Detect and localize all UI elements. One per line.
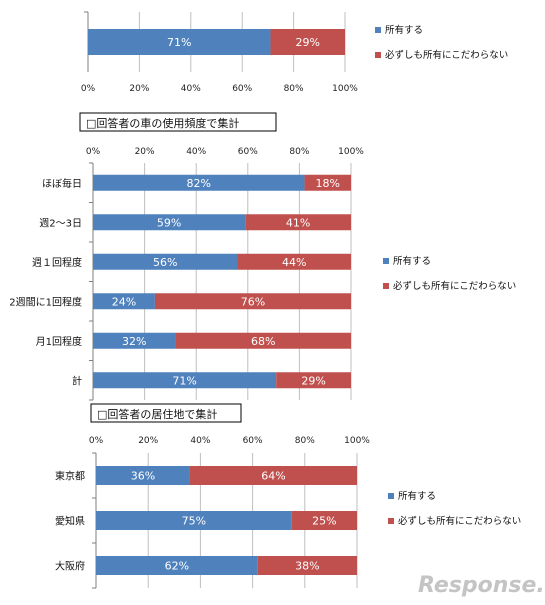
usage-bar-own	[93, 214, 246, 231]
overall-x-tick-label: 40%	[181, 84, 201, 94]
overall-bar-own	[88, 29, 271, 55]
overall-bar-not-particular	[270, 29, 345, 55]
residence-x-tick-label: 80%	[295, 436, 315, 446]
residence-legend-label: 所有する	[398, 490, 436, 502]
residence-data-label: 75%	[182, 515, 206, 528]
usage-data-label: 82%	[187, 177, 211, 190]
residence-category-label: 東京都	[55, 470, 85, 483]
residence-bar-own	[96, 466, 190, 485]
residence-legend-swatch-not-particular	[388, 518, 394, 524]
usage-category-label: 週2～3日	[39, 217, 82, 229]
usage-category-label: ほぼ毎日	[42, 177, 82, 190]
residence-data-label: 36%	[131, 470, 155, 483]
usage-data-label: 44%	[282, 256, 306, 269]
usage-bar-not-particular	[175, 332, 351, 349]
usage-data-label: 68%	[251, 335, 275, 348]
usage-category-label: 計	[72, 374, 82, 387]
usage-category-label: 週１回程度	[32, 256, 82, 269]
overall-x-tick-label: 80%	[284, 84, 304, 94]
usage-bar-not-particular	[154, 293, 351, 310]
usage-x-tick-label: 100%	[338, 147, 364, 157]
overall-legend-swatch-own	[375, 27, 381, 33]
usage-x-tick-label: 80%	[289, 147, 309, 157]
usage-bar-not-particular	[276, 372, 351, 389]
usage-data-label: 76%	[241, 295, 265, 308]
residence-legend-label: 必ずしも所有にこだわらない	[398, 515, 521, 527]
usage-bar-own	[93, 332, 176, 349]
usage-data-label: 18%	[316, 177, 340, 190]
residence-data-label: 38%	[295, 560, 319, 573]
usage-legend-label: 必ずしも所有にこだわらない	[393, 280, 516, 292]
residence-title: □回答者の居住地で集計	[97, 407, 217, 421]
overall-data-label: 29%	[296, 36, 320, 49]
usage-legend-label: 所有する	[393, 255, 431, 267]
usage-data-label: 56%	[153, 256, 177, 269]
overall-x-tick-label: 0%	[81, 84, 96, 94]
residence-data-label: 64%	[261, 470, 285, 483]
residence-data-label: 25%	[312, 515, 336, 528]
residence-data-label: 62%	[165, 560, 189, 573]
usage-data-label: 59%	[157, 216, 181, 229]
usage-category-label: 月1回程度	[36, 335, 82, 348]
residence-legend-swatch-own	[388, 493, 394, 499]
residence-title-box	[90, 403, 242, 423]
overall-x-tick-label: 60%	[232, 84, 252, 94]
residence-x-tick-label: 60%	[243, 436, 263, 446]
usage-frequency-title-box	[79, 112, 277, 132]
usage-x-tick-label: 20%	[135, 147, 155, 157]
usage-legend-swatch-not-particular	[383, 283, 389, 289]
overall-legend-label: 必ずしも所有にこだわらない	[385, 49, 508, 61]
residence-bar-own	[96, 556, 258, 575]
usage-data-label: 24%	[112, 295, 136, 308]
overall-legend-label: 所有する	[385, 24, 423, 36]
usage-bar-own	[93, 174, 305, 191]
residence-bar-not-particular	[189, 466, 357, 485]
residence-x-tick-label: 40%	[190, 436, 210, 446]
usage-bar-not-particular	[245, 214, 351, 231]
usage-category-label: 2週間に1回程度	[9, 295, 82, 308]
usage-x-tick-label: 40%	[186, 147, 206, 157]
residence-bar-not-particular	[291, 511, 357, 530]
overall-x-tick-label: 20%	[129, 84, 149, 94]
usage-x-tick-label: 60%	[238, 147, 258, 157]
overall-legend-swatch-not-particular	[375, 52, 381, 58]
residence-x-tick-label: 20%	[138, 436, 158, 446]
usage-data-label: 29%	[301, 374, 325, 387]
usage-data-label: 32%	[122, 335, 146, 348]
usage-data-label: 41%	[286, 216, 310, 229]
usage-bar-not-particular	[304, 174, 351, 191]
usage-bar-own	[93, 253, 238, 270]
usage-frequency-title: □回答者の車の使用頻度で集計	[86, 116, 239, 130]
overall-data-label: 71%	[167, 36, 191, 49]
usage-bar-own	[93, 372, 277, 389]
usage-bar-not-particular	[237, 253, 351, 270]
residence-x-tick-label: 0%	[89, 436, 104, 446]
usage-x-tick-label: 0%	[86, 147, 101, 157]
response-logo: Response.	[418, 573, 545, 598]
residence-x-tick-label: 100%	[344, 436, 370, 446]
usage-bar-own	[93, 293, 155, 310]
overall-x-tick-label: 100%	[332, 84, 358, 94]
residence-category-label: 大阪府	[55, 560, 85, 573]
residence-bar-not-particular	[257, 556, 357, 575]
residence-bar-own	[96, 511, 292, 530]
usage-legend-swatch-own	[383, 258, 389, 264]
residence-category-label: 愛知県	[55, 515, 85, 528]
usage-data-label: 71%	[172, 374, 196, 387]
